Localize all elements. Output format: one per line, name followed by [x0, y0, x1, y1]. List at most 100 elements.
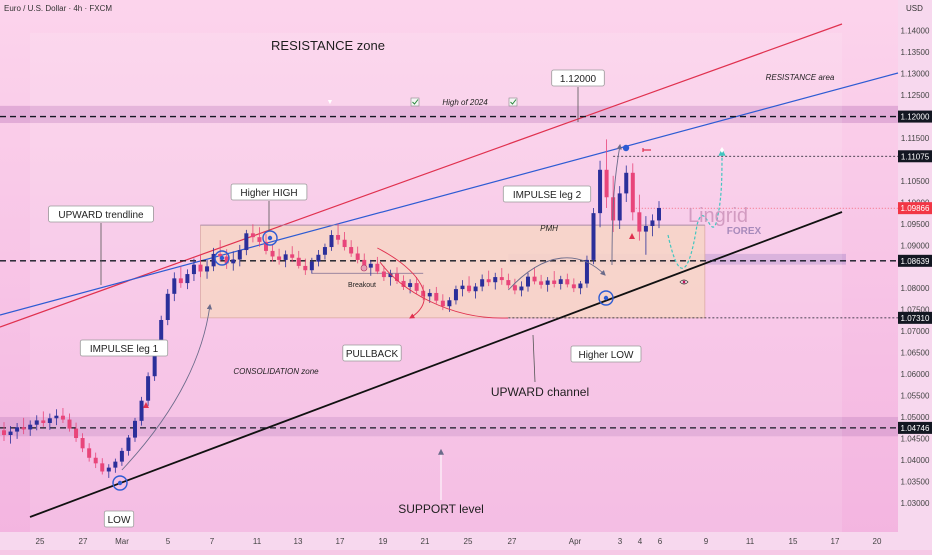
- candle-body: [126, 437, 131, 451]
- price-pill-text: 1.09866: [901, 204, 930, 213]
- symbol-header: Euro / U.S. Dollar · 4h · FXCM: [4, 4, 112, 13]
- price-pill-1.07310: [898, 311, 932, 324]
- candle: [74, 422, 79, 442]
- resistance-area-label: RESISTANCE area: [766, 73, 835, 82]
- price-pill-text: 1.07310: [901, 314, 930, 323]
- candle-body: [434, 292, 439, 301]
- candle-body: [427, 292, 432, 297]
- candle-body: [395, 273, 399, 281]
- candle-body: [473, 286, 478, 292]
- candle-body: [329, 235, 334, 248]
- candle: [178, 266, 183, 288]
- time-tick: 11: [746, 537, 755, 546]
- candle-body: [598, 169, 603, 214]
- candle: [277, 248, 282, 265]
- candle-body: [198, 264, 203, 272]
- candle-body: [349, 247, 354, 254]
- time-tick: Mar: [115, 537, 129, 546]
- price-tick: 1.09500: [901, 220, 930, 229]
- candle-body: [447, 300, 452, 307]
- candle: [231, 251, 236, 271]
- candle-body: [558, 279, 563, 284]
- candle: [440, 294, 445, 311]
- price-tick: 1.13000: [901, 70, 930, 79]
- candle-body: [47, 418, 52, 423]
- star-target-icon: [720, 147, 724, 153]
- candle-body: [571, 284, 576, 289]
- candle: [290, 246, 295, 263]
- candle: [191, 258, 196, 281]
- higher-low-label-box: [570, 345, 642, 363]
- candle-body: [146, 376, 151, 401]
- candle-body: [322, 247, 327, 255]
- candle: [205, 259, 210, 279]
- candle-body: [624, 172, 629, 194]
- time-tick: 19: [379, 537, 388, 546]
- touch-marker: [214, 250, 230, 266]
- candle-body: [54, 415, 59, 419]
- pullback-arrow-tail: [379, 261, 509, 319]
- candle: [375, 256, 380, 275]
- candle-body: [657, 207, 661, 221]
- candle-body: [205, 266, 210, 272]
- candle: [650, 214, 655, 237]
- candle-body: [152, 348, 157, 377]
- candle-body: [453, 289, 458, 301]
- higher-high-label: Higher HIGH: [240, 188, 297, 199]
- candle-body: [467, 285, 472, 292]
- candle-body: [362, 259, 367, 268]
- impulse1-arrow: [121, 303, 213, 471]
- price-pill-1.12000: [898, 110, 932, 123]
- candle-body: [80, 438, 85, 449]
- candle-body: [578, 283, 583, 289]
- candle-body: [74, 428, 79, 439]
- retest-arrow: [508, 257, 606, 291]
- candle-body: [119, 450, 124, 462]
- time-axis-panel[interactable]: [0, 532, 932, 550]
- impulse2-label: IMPULSE leg 2: [513, 190, 582, 201]
- candle-body: [191, 264, 196, 275]
- price-tick: 1.03500: [901, 477, 930, 486]
- breakout-label: Breakout: [348, 282, 376, 289]
- candle-body: [421, 290, 426, 297]
- candle-body: [408, 283, 413, 287]
- candle: [617, 186, 622, 230]
- candle-body: [316, 254, 321, 262]
- candle-body: [519, 286, 524, 291]
- price-tick: 1.07500: [901, 306, 930, 315]
- candle: [519, 281, 524, 297]
- candle: [506, 273, 511, 289]
- candle-body: [21, 427, 26, 430]
- time-tick: 21: [421, 537, 430, 546]
- candle: [8, 425, 13, 444]
- price-pill-text: 1.11075: [901, 152, 930, 161]
- price-tick: 1.08000: [901, 284, 930, 293]
- check-right-icon: [510, 99, 517, 105]
- impulse2-arrow: [611, 143, 622, 266]
- candle: [303, 258, 308, 275]
- candle: [309, 257, 314, 274]
- candle: [624, 165, 629, 202]
- candle: [93, 452, 98, 469]
- impulse2-label-box: [502, 185, 592, 203]
- candle: [467, 276, 472, 293]
- touch-marker-dot: [219, 255, 225, 261]
- price-pill-text: 1.08639: [901, 257, 930, 266]
- candle-body: [277, 256, 282, 260]
- candle: [414, 277, 419, 294]
- higher-high-marker: [262, 230, 278, 246]
- support-channel-line: [29, 211, 843, 518]
- time-tick: 7: [210, 537, 215, 546]
- candle-body: [283, 254, 288, 260]
- price-tick: 1.06500: [901, 349, 930, 358]
- channel-pointer: [532, 334, 536, 383]
- candle: [47, 413, 52, 430]
- candle-body: [113, 461, 118, 468]
- candle: [401, 275, 406, 290]
- candle: [657, 201, 661, 229]
- upward-trendline-label: UPWARD trendline: [58, 210, 144, 221]
- price-axis-panel[interactable]: [898, 0, 932, 550]
- candle-body: [106, 467, 111, 472]
- time-tick: 11: [253, 537, 262, 546]
- snail-icon: [360, 264, 368, 272]
